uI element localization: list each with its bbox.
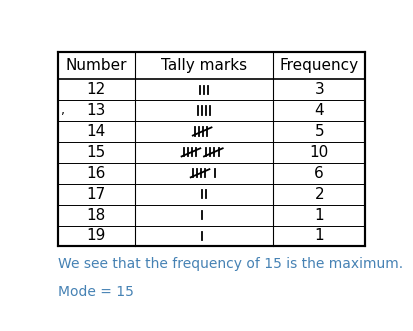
- Text: 17: 17: [87, 187, 106, 202]
- Text: 14: 14: [87, 124, 106, 139]
- Text: 1: 1: [314, 208, 324, 222]
- Text: 12: 12: [87, 82, 106, 97]
- Text: 13: 13: [87, 103, 106, 118]
- Text: 16: 16: [87, 166, 106, 181]
- Text: 5: 5: [314, 124, 324, 139]
- Text: 10: 10: [310, 145, 329, 160]
- FancyBboxPatch shape: [58, 52, 366, 246]
- Text: We see that the frequency of 15 is the maximum.: We see that the frequency of 15 is the m…: [58, 257, 403, 271]
- Text: 15: 15: [87, 145, 106, 160]
- Text: 18: 18: [87, 208, 106, 222]
- Text: 6: 6: [314, 166, 324, 181]
- Text: Frequency: Frequency: [280, 58, 359, 73]
- Text: 19: 19: [87, 228, 106, 244]
- Text: Mode = 15: Mode = 15: [58, 285, 134, 299]
- Text: Number: Number: [66, 58, 127, 73]
- Text: 3: 3: [314, 82, 324, 97]
- Text: ,: ,: [61, 104, 65, 117]
- Text: 1: 1: [314, 228, 324, 244]
- Text: Tally marks: Tally marks: [161, 58, 247, 73]
- Text: 4: 4: [314, 103, 324, 118]
- Text: 2: 2: [314, 187, 324, 202]
